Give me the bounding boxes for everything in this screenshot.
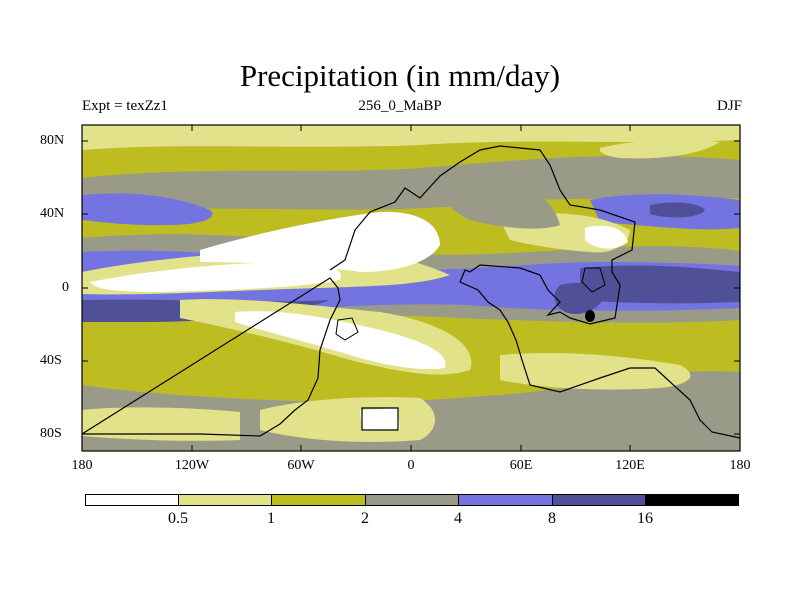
indo-dark-blue bbox=[580, 265, 740, 304]
northeast-dry-zone bbox=[585, 225, 628, 249]
colorbar-swatch bbox=[85, 494, 179, 506]
arctic-pale-band bbox=[82, 125, 740, 150]
continent-outline bbox=[82, 145, 740, 439]
map-title: Precipitation (in mm/day) bbox=[239, 58, 561, 93]
south-continent-dark-blue bbox=[554, 283, 605, 315]
north-pacific-blue bbox=[82, 193, 213, 226]
south-dry-zone bbox=[235, 311, 446, 370]
map-field bbox=[82, 125, 740, 451]
north-gray-band bbox=[82, 155, 740, 210]
colorbar-swatch bbox=[271, 494, 366, 506]
colorbar-swatch bbox=[645, 494, 739, 506]
far-north-pale-zone bbox=[599, 140, 720, 159]
colorbar-swatch bbox=[178, 494, 272, 506]
y-tick-label: 80S bbox=[40, 426, 62, 441]
north-east-dark-blue bbox=[650, 202, 705, 218]
island-outline bbox=[335, 317, 359, 341]
season-label: DJF bbox=[716, 98, 742, 114]
period-label: 256_0_MaBP bbox=[358, 98, 442, 114]
x-tick-label: 120W bbox=[174, 458, 210, 473]
polar-landmass-outline bbox=[361, 407, 399, 431]
colorbar-swatch bbox=[365, 494, 459, 506]
northern-gray-zone bbox=[430, 169, 560, 229]
x-tick-label: 0 bbox=[407, 458, 415, 473]
inland-basin-outline bbox=[581, 267, 606, 293]
y-tick-label: 0 bbox=[62, 280, 69, 295]
experiment-label: Expt = texZz1 bbox=[82, 98, 168, 114]
north-dry-zone bbox=[200, 211, 440, 272]
colorbar-level-label: 16 bbox=[637, 510, 653, 527]
y-tick-label: 80N bbox=[40, 133, 65, 148]
x-tick-label: 120E bbox=[615, 458, 645, 473]
colorbar-swatch bbox=[458, 494, 553, 506]
axis-ticks bbox=[81, 125, 741, 451]
southeast-pale-zone bbox=[500, 353, 691, 390]
x-tick-label: 60E bbox=[509, 458, 533, 473]
y-tick-label: 40N bbox=[40, 206, 65, 221]
south-pole-dry-zone bbox=[360, 408, 400, 431]
rain-maximum-spot bbox=[585, 310, 595, 322]
y-tick-label: 40S bbox=[40, 353, 62, 368]
x-tick-label: 180 bbox=[729, 458, 751, 473]
colorbar-level-label: 4 bbox=[454, 510, 462, 527]
equatorial-dry-zone bbox=[90, 262, 341, 292]
colorbar-swatch bbox=[552, 494, 646, 506]
colorbar-level-label: 8 bbox=[548, 510, 556, 527]
colorbar-level-label: 2 bbox=[361, 510, 369, 527]
x-tick-label: 180 bbox=[71, 458, 93, 473]
southwest-pale-zone bbox=[82, 407, 240, 441]
colorbar-level-label: 0.5 bbox=[168, 510, 188, 527]
x-tick-label: 60W bbox=[287, 458, 315, 473]
colorbar-level-label: 1 bbox=[267, 510, 275, 527]
